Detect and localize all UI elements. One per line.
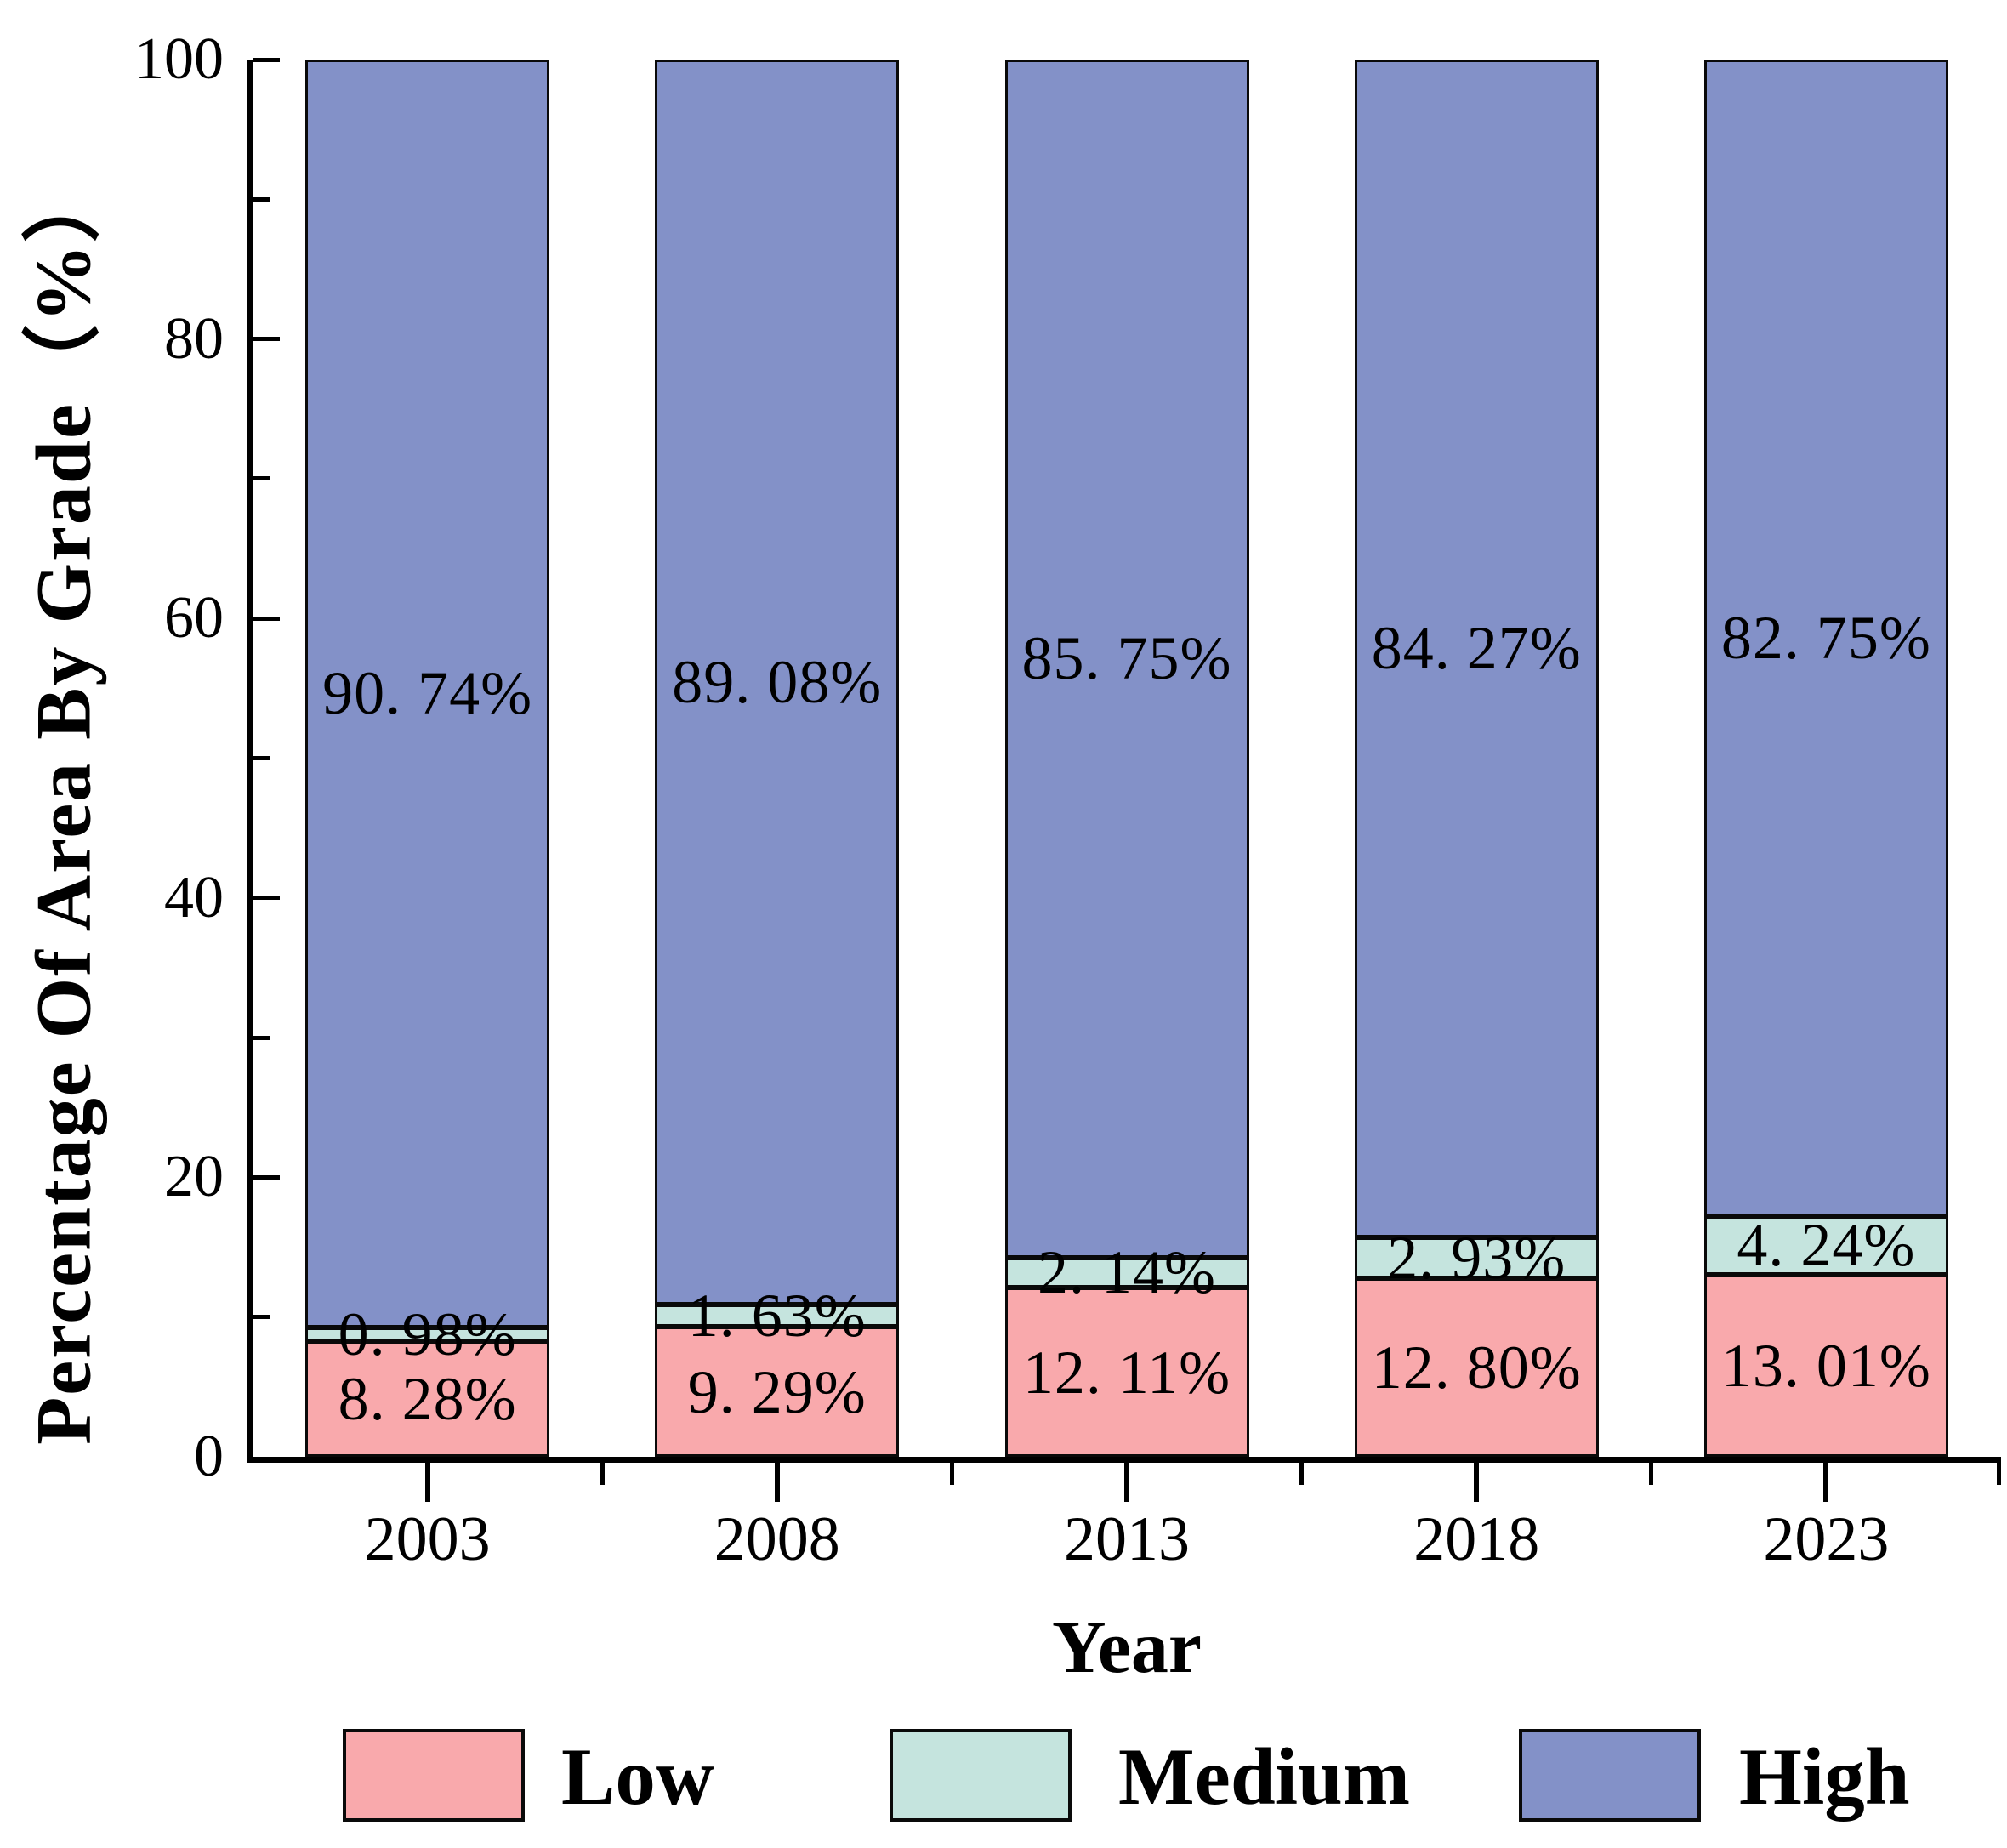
segment-label-medium-2008: 1. 63% <box>687 1281 867 1350</box>
legend-label-low: Low <box>561 1731 714 1822</box>
x-tick-label-2003: 2003 <box>364 1504 491 1574</box>
bar-2013: 12. 11% 2. 14% 85. 75% <box>1004 60 1249 1457</box>
y-tick-label: 0 <box>194 1424 224 1489</box>
segment-high-2018 <box>1354 60 1599 1237</box>
y-major-tick <box>253 1174 280 1180</box>
legend-swatch-high <box>1519 1729 1701 1822</box>
y-tick-label: 20 <box>164 1144 224 1210</box>
segment-medium-2023 <box>1703 1215 1948 1276</box>
segment-medium-2013 <box>1004 1257 1249 1288</box>
y-minor-tick <box>253 1035 270 1040</box>
segment-label-medium-2018: 2. 93% <box>1387 1223 1566 1292</box>
legend-swatch-low <box>343 1729 525 1822</box>
y-minor-tick <box>253 1315 270 1320</box>
segment-label-high-2008: 89. 08% <box>672 647 883 716</box>
y-tick-label: 40 <box>164 864 224 930</box>
segment-low-2013 <box>1004 1288 1249 1457</box>
segment-low-2003 <box>305 1340 550 1457</box>
x-major-tick <box>1124 1463 1129 1502</box>
segment-label-high-2023: 82. 75% <box>1720 603 1931 672</box>
bar-2003: 8. 28% 0. 98% 90. 74% <box>305 60 550 1457</box>
segment-label-low-2008: 9. 29% <box>687 1357 867 1426</box>
segment-label-medium-2003: 0. 98% <box>338 1299 517 1368</box>
x-minor-tick <box>1649 1463 1654 1485</box>
bar-2018: 12. 80% 2. 93% 84. 27% <box>1354 60 1599 1457</box>
legend-label-medium: Medium <box>1118 1731 1411 1822</box>
x-major-tick <box>774 1463 780 1502</box>
y-tick-label: 80 <box>164 305 224 372</box>
x-minor-tick <box>600 1463 605 1485</box>
y-major-tick <box>253 616 280 621</box>
bar-2008: 9. 29% 1. 63% 89. 08% <box>655 60 900 1457</box>
segment-high-2023 <box>1703 60 1948 1216</box>
segment-label-high-2013: 85. 75% <box>1021 624 1232 693</box>
segment-label-high-2003: 90. 74% <box>322 659 533 728</box>
y-major-tick <box>253 57 280 62</box>
x-axis-title: Year <box>1052 1606 1202 1689</box>
x-major-tick <box>424 1463 430 1502</box>
x-tick-label-2013: 2013 <box>1064 1504 1190 1574</box>
x-major-tick <box>1474 1463 1480 1502</box>
segment-low-2018 <box>1354 1277 1599 1457</box>
segment-low-2008 <box>655 1327 900 1457</box>
segment-medium-2018 <box>1354 1237 1599 1278</box>
x-minor-tick <box>1299 1463 1305 1485</box>
legend-label-high: High <box>1739 1731 1910 1822</box>
x-minor-tick <box>1997 1463 2001 1485</box>
segment-label-low-2013: 12. 11% <box>1022 1338 1231 1407</box>
segment-label-medium-2023: 4. 24% <box>1737 1211 1916 1280</box>
y-minor-tick <box>253 196 270 202</box>
x-tick-label-2008: 2008 <box>714 1504 840 1574</box>
plot-area <box>247 60 2001 1463</box>
x-major-tick <box>1823 1463 1829 1502</box>
bar-2023: 13. 01% 4. 24% 82. 75% <box>1703 60 1948 1457</box>
segment-low-2023 <box>1703 1275 1948 1457</box>
y-tick-label: 60 <box>164 585 224 651</box>
y-minor-tick <box>253 476 270 481</box>
x-tick-label-2018: 2018 <box>1413 1504 1540 1574</box>
legend-swatch-medium <box>890 1729 1072 1822</box>
segment-label-medium-2013: 2. 14% <box>1038 1238 1216 1307</box>
segment-label-low-2018: 12. 80% <box>1371 1333 1582 1402</box>
x-tick-label-2023: 2023 <box>1763 1504 1890 1574</box>
y-minor-tick <box>253 756 270 760</box>
x-minor-tick <box>949 1463 954 1485</box>
y-major-tick <box>253 896 280 901</box>
segment-high-2003 <box>305 60 550 1328</box>
segment-high-2008 <box>655 60 900 1305</box>
segment-label-low-2023: 13. 01% <box>1720 1332 1931 1401</box>
segment-label-low-2003: 8. 28% <box>338 1364 517 1433</box>
y-tick-label: 100 <box>134 26 224 92</box>
y-major-tick <box>253 337 280 342</box>
segment-high-2013 <box>1004 60 1249 1258</box>
segment-medium-2008 <box>655 1304 900 1328</box>
segment-medium-2003 <box>305 1327 550 1341</box>
segment-label-high-2018: 84. 27% <box>1371 614 1582 683</box>
